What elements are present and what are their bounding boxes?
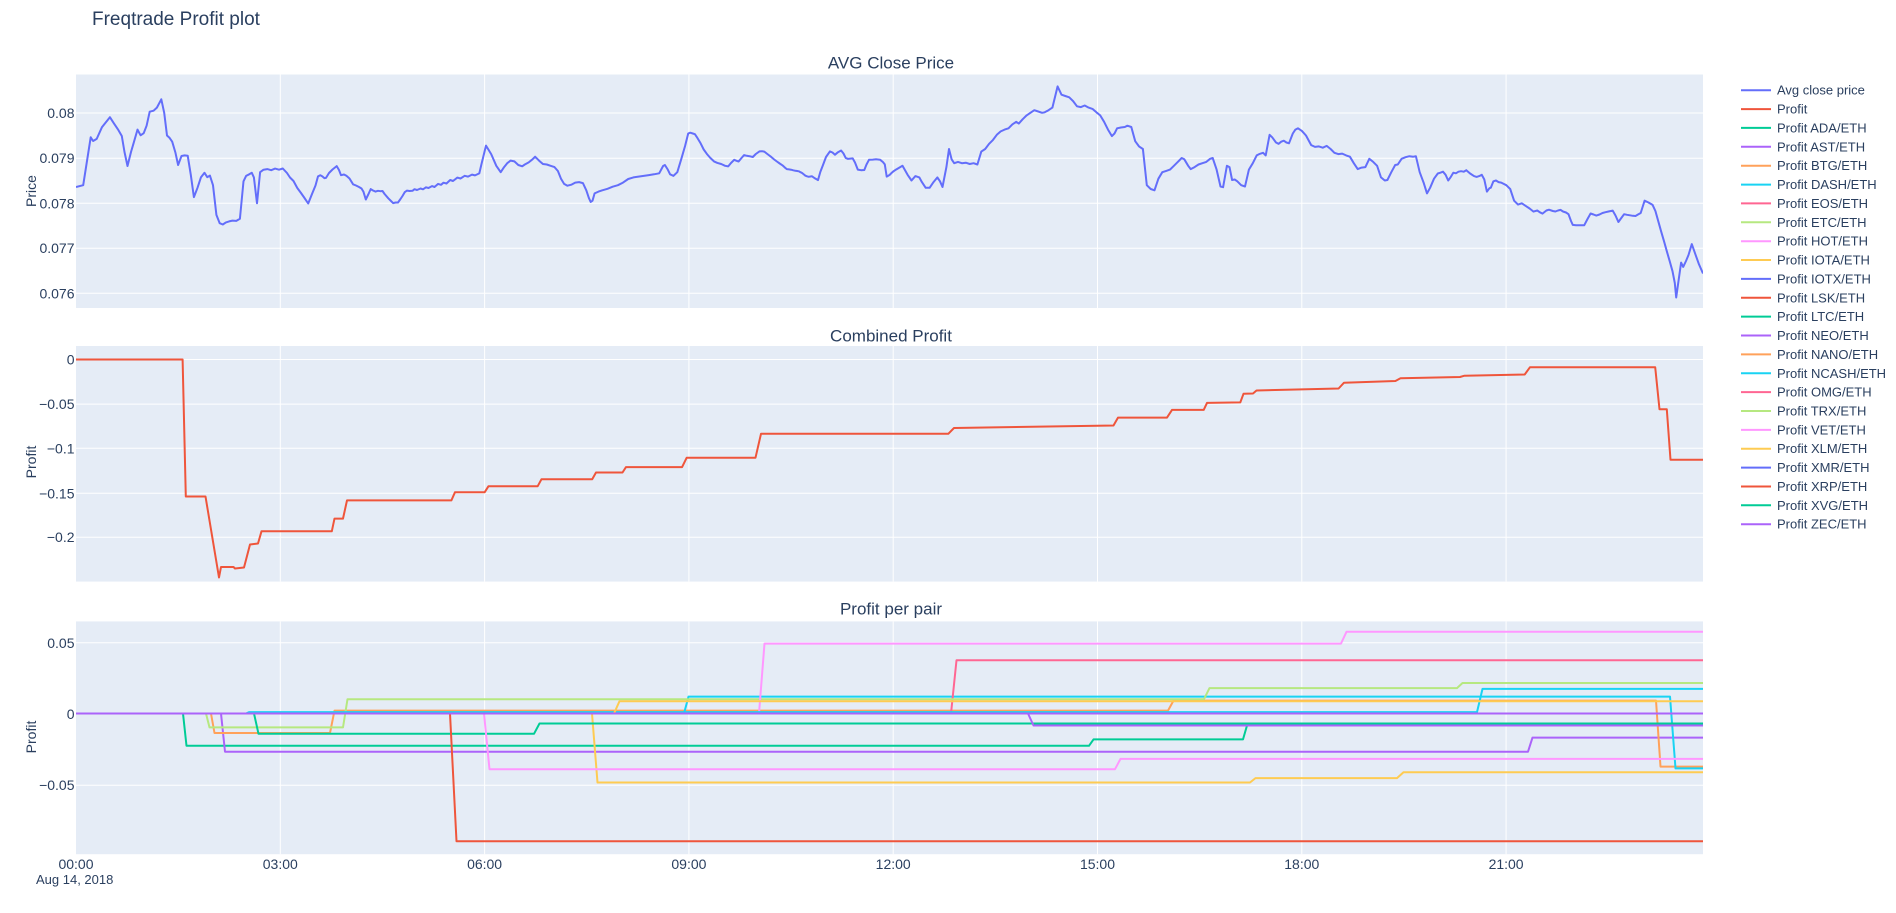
svg-text:Avg close price: Avg close price — [1777, 83, 1865, 98]
svg-text:Aug 14, 2018: Aug 14, 2018 — [36, 872, 113, 887]
svg-text:Freqtrade Profit plot: Freqtrade Profit plot — [92, 9, 261, 30]
svg-text:Profit ETC/ETH: Profit ETC/ETH — [1777, 215, 1867, 230]
svg-text:Profit ADA/ETH: Profit ADA/ETH — [1777, 120, 1867, 135]
svg-text:Profit XRP/ETH: Profit XRP/ETH — [1777, 479, 1867, 494]
svg-text:12:00: 12:00 — [876, 856, 911, 872]
svg-text:0.08: 0.08 — [47, 105, 74, 121]
svg-text:−0.05: −0.05 — [39, 396, 75, 412]
svg-text:−0.2: −0.2 — [47, 529, 75, 545]
svg-text:0.077: 0.077 — [39, 240, 74, 256]
svg-text:Profit DASH/ETH: Profit DASH/ETH — [1777, 177, 1877, 192]
svg-text:Profit NCASH/ETH: Profit NCASH/ETH — [1777, 366, 1886, 381]
svg-text:06:00: 06:00 — [467, 856, 502, 872]
svg-text:Profit per pair: Profit per pair — [840, 600, 942, 619]
svg-text:18:00: 18:00 — [1284, 856, 1319, 872]
svg-text:−0.05: −0.05 — [39, 777, 75, 793]
svg-text:09:00: 09:00 — [671, 856, 706, 872]
svg-text:Profit XMR/ETH: Profit XMR/ETH — [1777, 460, 1869, 475]
svg-text:Price: Price — [23, 175, 39, 207]
svg-text:Profit: Profit — [23, 446, 39, 479]
svg-text:−0.1: −0.1 — [47, 440, 75, 456]
svg-text:Profit HOT/ETH: Profit HOT/ETH — [1777, 234, 1868, 249]
svg-text:Profit OMG/ETH: Profit OMG/ETH — [1777, 385, 1872, 400]
svg-text:−0.15: −0.15 — [39, 485, 75, 501]
svg-text:Profit IOTA/ETH: Profit IOTA/ETH — [1777, 253, 1870, 268]
svg-text:0.079: 0.079 — [39, 150, 74, 166]
svg-text:Profit XLM/ETH: Profit XLM/ETH — [1777, 441, 1867, 456]
svg-text:0: 0 — [67, 706, 75, 722]
svg-text:Profit NEO/ETH: Profit NEO/ETH — [1777, 328, 1869, 343]
svg-text:21:00: 21:00 — [1489, 856, 1524, 872]
svg-text:Profit XVG/ETH: Profit XVG/ETH — [1777, 498, 1868, 513]
svg-text:Profit BTG/ETH: Profit BTG/ETH — [1777, 158, 1867, 173]
svg-text:03:00: 03:00 — [263, 856, 298, 872]
svg-text:Combined Profit: Combined Profit — [830, 327, 952, 346]
svg-text:15:00: 15:00 — [1080, 856, 1115, 872]
svg-text:Profit: Profit — [1777, 102, 1808, 117]
svg-text:Profit: Profit — [23, 721, 39, 754]
svg-text:0.05: 0.05 — [47, 635, 74, 651]
svg-text:Profit IOTX/ETH: Profit IOTX/ETH — [1777, 271, 1871, 286]
svg-text:0.078: 0.078 — [39, 195, 74, 211]
svg-text:AVG Close Price: AVG Close Price — [828, 54, 954, 73]
svg-text:00:00: 00:00 — [58, 856, 93, 872]
svg-text:Profit NANO/ETH: Profit NANO/ETH — [1777, 347, 1878, 362]
svg-text:Profit AST/ETH: Profit AST/ETH — [1777, 139, 1865, 154]
svg-text:0: 0 — [67, 352, 75, 368]
svg-text:Profit ZEC/ETH: Profit ZEC/ETH — [1777, 517, 1867, 532]
svg-text:0.076: 0.076 — [39, 285, 74, 301]
svg-text:Profit TRX/ETH: Profit TRX/ETH — [1777, 404, 1866, 419]
svg-text:Profit VET/ETH: Profit VET/ETH — [1777, 422, 1866, 437]
svg-text:Profit LTC/ETH: Profit LTC/ETH — [1777, 309, 1864, 324]
svg-text:Profit EOS/ETH: Profit EOS/ETH — [1777, 196, 1868, 211]
svg-text:Profit LSK/ETH: Profit LSK/ETH — [1777, 290, 1865, 305]
